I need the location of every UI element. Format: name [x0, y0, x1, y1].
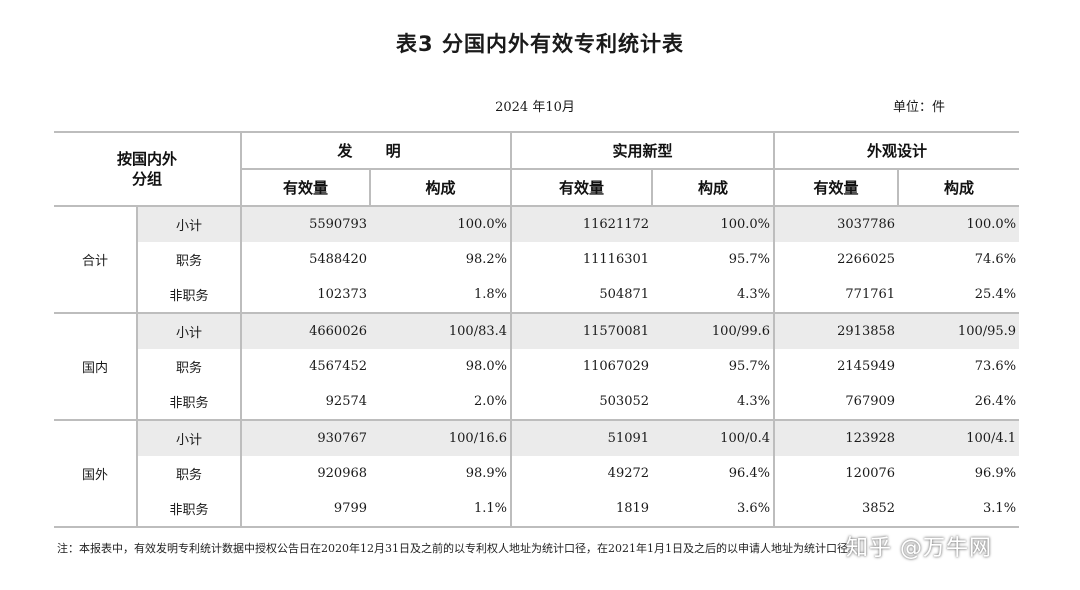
table-cell: 120076: [845, 466, 896, 481]
category-header-invention: 发 明: [240, 131, 512, 169]
footnote: 注：本报表中，有效发明专利统计数据中授权公告日在2020年12月31日及之前的以…: [57, 542, 859, 555]
table-row: 职务 920968 98.9% 49272 96.4% 120076 96.9%: [54, 456, 1019, 491]
table-cell: 1.8%: [370, 277, 513, 314]
subheader-count: 有效量: [510, 168, 653, 207]
category-header-design: 外观设计: [773, 131, 1020, 169]
table-row: 国外 小计 930767 100/16.6 51091 100/0.4 1239…: [54, 420, 1020, 528]
table-cell: 11621172: [511, 206, 653, 242]
subheader-share: 构成: [897, 168, 1020, 207]
table-cell: 96.9%: [974, 466, 1017, 481]
row-label: 非职务: [137, 491, 243, 528]
patent-statistics-table: 按国内外 分组 发 明 实用新型 外观设计 有效量 构成 有效量 构成 有效量 …: [54, 131, 1020, 528]
table-cell: 3.1%: [898, 491, 1020, 528]
row-label: 职务: [137, 456, 243, 491]
table-cell: 100/0.4: [652, 420, 776, 456]
row-label: 非职务: [137, 384, 243, 421]
row-label: 职务: [137, 349, 243, 384]
table-cell: 930767: [241, 420, 371, 456]
table-cell: 2266025: [837, 252, 896, 267]
table-cell: 100/99.6: [652, 313, 776, 349]
table-cell: 11570081: [511, 313, 653, 349]
table-cell: 2145949: [837, 359, 896, 374]
table-cell: 102373: [241, 277, 371, 314]
table-cell: 96.4%: [652, 456, 776, 491]
subheader-count: 有效量: [773, 168, 899, 207]
category-header-utility-model: 实用新型: [510, 131, 775, 169]
subheader-share: 构成: [651, 168, 775, 207]
table-cell: 920968: [317, 466, 368, 481]
table-row: 国内 小计 4660026 100/83.4 11570081 100/99.6…: [54, 313, 1020, 421]
table-cell: 123928: [774, 420, 899, 456]
table-cell: 11116301: [582, 252, 650, 267]
table-row: 非职务 9799 1.1% 1819 3.6% 3852 3.1%: [54, 491, 1020, 528]
table-cell: 74.6%: [974, 252, 1017, 267]
report-date: 2024 年10月: [495, 100, 575, 115]
table-cell: 98.2%: [370, 242, 513, 277]
table-cell: 73.6%: [974, 359, 1017, 374]
table-row: 职务 5488420 98.2% 11116301 95.7% 2266025 …: [54, 242, 1019, 277]
table-cell: 3852: [774, 491, 899, 528]
table-cell: 1819: [511, 491, 653, 528]
group-header-line2: 分组: [132, 170, 163, 188]
group-header: 按国内外 分组: [54, 131, 242, 207]
row-label: 小计: [137, 206, 243, 242]
table-cell: 3.6%: [652, 491, 776, 528]
table-cell: 503052: [511, 384, 653, 421]
unit-label: 单位：件: [893, 100, 946, 115]
table-cell: 4.3%: [652, 277, 776, 314]
table-cell: 5488420: [309, 252, 368, 267]
table-cell: 51091: [511, 420, 653, 456]
table-cell: 100/4.1: [898, 420, 1020, 456]
table-cell: 26.4%: [898, 384, 1020, 421]
table-cell: 49272: [607, 466, 650, 481]
table-cell: 4.3%: [652, 384, 776, 421]
row-label: 小计: [137, 313, 243, 349]
table-row: 职务 4567452 98.0% 11067029 95.7% 2145949 …: [54, 349, 1019, 384]
table-cell: 100/83.4: [370, 313, 513, 349]
table-cell: 98.0%: [370, 349, 513, 384]
table-row: 合计 小计 5590793 100.0% 11621172 100.0% 303…: [54, 206, 1020, 314]
table-cell: 767909: [774, 384, 899, 421]
table-cell: 100.0%: [370, 206, 513, 242]
row-label: 非职务: [137, 277, 243, 314]
group-label: 合计: [54, 206, 138, 314]
group-header-line1: 按国内外: [117, 150, 178, 168]
subheader-count: 有效量: [240, 168, 371, 207]
table-cell: 4567452: [309, 359, 368, 374]
table-cell: 100.0%: [898, 206, 1020, 242]
table-cell: 95.7%: [652, 242, 776, 277]
table-row: 非职务 102373 1.8% 504871 4.3% 771761 25.4%: [54, 277, 1020, 314]
table-cell: 9799: [241, 491, 371, 528]
table-cell: 2.0%: [370, 384, 513, 421]
table-cell: 5590793: [241, 206, 371, 242]
table-cell: 1.1%: [370, 491, 513, 528]
table-cell: 25.4%: [898, 277, 1020, 314]
group-label: 国外: [54, 420, 138, 528]
table-cell: 771761: [774, 277, 899, 314]
table-row: 非职务 92574 2.0% 503052 4.3% 767909 26.4%: [54, 384, 1020, 421]
row-label: 职务: [137, 242, 243, 277]
group-label: 国内: [54, 313, 138, 421]
row-label: 小计: [137, 420, 243, 456]
table-title: 表3 分国内外有效专利统计表: [396, 32, 684, 56]
table-cell: 2913858: [774, 313, 899, 349]
table-cell: 100.0%: [652, 206, 776, 242]
table-cell: 98.9%: [370, 456, 513, 491]
table-cell: 4660026: [241, 313, 371, 349]
table-cell: 92574: [241, 384, 371, 421]
table-cell: 3037786: [774, 206, 899, 242]
table-cell: 95.7%: [652, 349, 776, 384]
table-cell: 100/16.6: [370, 420, 513, 456]
table-cell: 11067029: [582, 359, 650, 374]
table-cell: 100/95.9: [898, 313, 1020, 349]
zhihu-watermark: 知乎 @万牛网: [846, 536, 992, 561]
subheader-share: 构成: [369, 168, 512, 207]
table-cell: 504871: [511, 277, 653, 314]
